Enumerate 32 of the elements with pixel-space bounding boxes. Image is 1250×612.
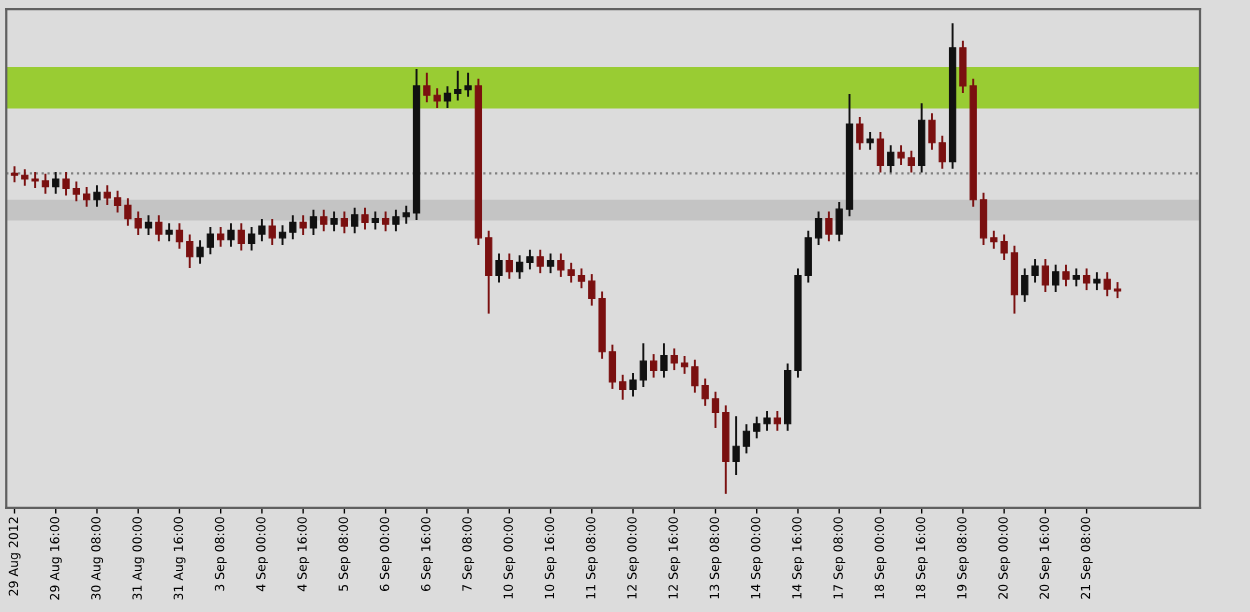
candlestick <box>361 206 369 231</box>
candlestick <box>856 115 864 151</box>
candlestick <box>330 210 338 233</box>
candlestick <box>268 218 276 246</box>
candlestick <box>1041 258 1050 293</box>
candlestick <box>1082 267 1091 292</box>
candlestick <box>217 226 225 248</box>
candlestick <box>887 144 895 174</box>
candlestick <box>227 222 235 248</box>
candlestick <box>773 410 781 432</box>
candlestick <box>381 210 390 233</box>
candlestick <box>536 248 544 275</box>
candlestick <box>351 206 359 235</box>
candlestick <box>309 208 318 237</box>
candlestick <box>299 214 307 237</box>
candlestick <box>505 252 513 280</box>
candlestick <box>52 171 60 195</box>
candlestick <box>155 214 163 243</box>
candlestick <box>825 210 833 243</box>
candlestick <box>237 222 245 252</box>
candlestick <box>1062 263 1070 288</box>
candlestick <box>495 252 503 284</box>
candlestick <box>546 252 555 275</box>
candlestick <box>918 102 926 174</box>
candlestick <box>649 353 658 379</box>
candlestick <box>340 210 349 235</box>
candlestick <box>93 184 101 208</box>
candlestick <box>660 342 668 379</box>
candlestick <box>876 131 885 174</box>
candlestick <box>144 214 153 237</box>
candlestick <box>1052 263 1060 293</box>
candlestick <box>320 208 328 233</box>
